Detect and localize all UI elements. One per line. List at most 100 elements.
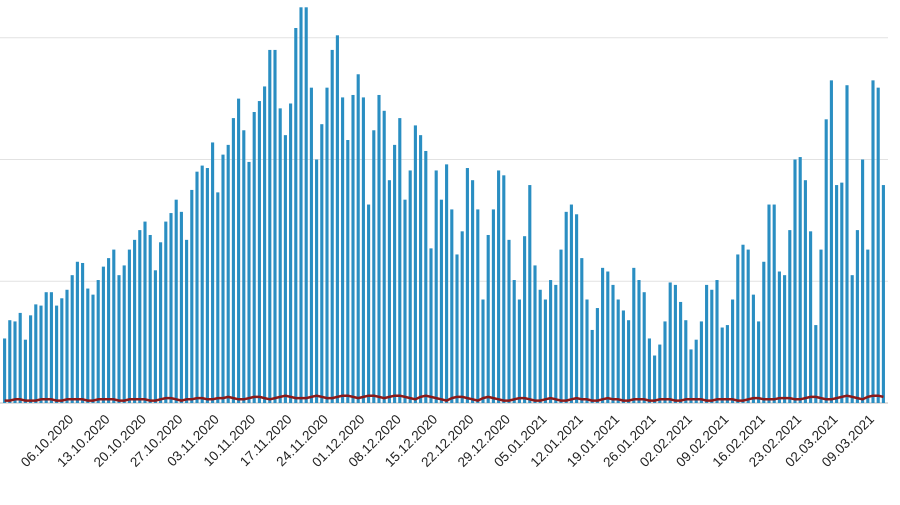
bar: [445, 164, 449, 403]
bar: [575, 214, 579, 403]
bar: [580, 258, 584, 403]
bar: [226, 144, 230, 403]
bar: [341, 97, 345, 404]
bar: [211, 142, 215, 404]
bar: [101, 266, 105, 403]
bar: [273, 49, 277, 404]
bar: [751, 294, 755, 403]
bar: [855, 230, 859, 403]
bar: [408, 170, 412, 403]
bar: [91, 294, 95, 403]
bar: [413, 125, 417, 403]
bar: [725, 325, 729, 403]
bar: [793, 159, 797, 403]
bar: [616, 299, 620, 403]
bar: [642, 292, 646, 403]
bar: [65, 289, 69, 403]
bar: [835, 185, 839, 403]
bar: [788, 230, 792, 403]
bar: [637, 280, 641, 403]
bar: [283, 135, 287, 403]
bar: [179, 211, 183, 403]
bar: [49, 292, 53, 403]
bar: [850, 275, 854, 403]
bar: [538, 289, 542, 403]
bar: [60, 298, 64, 403]
bar: [460, 231, 464, 403]
bar: [361, 97, 365, 404]
bar: [595, 308, 599, 403]
bar: [621, 310, 625, 403]
bar: [564, 211, 568, 403]
bar: [699, 321, 703, 403]
bar: [159, 242, 163, 403]
bar: [216, 192, 220, 403]
bar: [845, 85, 849, 403]
bar: [190, 189, 194, 403]
bar: [200, 165, 204, 403]
bar: [320, 124, 324, 403]
bar: [647, 338, 651, 403]
bar: [346, 140, 350, 403]
bar: [133, 239, 137, 403]
bar: [174, 199, 178, 403]
bar: [351, 94, 355, 403]
bar: [450, 209, 454, 403]
bar: [731, 299, 735, 403]
bar: [491, 209, 495, 403]
bar: [257, 101, 261, 403]
bar: [819, 249, 823, 403]
bar: [419, 135, 423, 403]
bar: [824, 119, 828, 403]
bar: [601, 267, 605, 403]
bar: [23, 339, 27, 403]
bar: [720, 327, 724, 403]
bar: [3, 338, 7, 403]
bar: [829, 80, 833, 403]
bar: [746, 249, 750, 403]
bar: [632, 267, 636, 403]
bar: [81, 262, 85, 403]
bar: [330, 49, 334, 404]
bar: [876, 87, 880, 404]
bar: [289, 103, 293, 403]
bar: [569, 204, 573, 403]
bar: [471, 180, 475, 403]
bar: [757, 321, 761, 403]
bar: [237, 98, 241, 404]
bar: [263, 86, 267, 404]
bar: [34, 304, 38, 403]
bar: [554, 284, 558, 403]
bar: [653, 355, 657, 403]
bar: [325, 87, 329, 404]
bar: [465, 168, 469, 403]
bar: [75, 261, 79, 403]
bar: [679, 301, 683, 403]
bar: [387, 180, 391, 403]
bar: [559, 249, 563, 403]
bar: [164, 221, 168, 403]
bar: [585, 299, 589, 403]
bar: [252, 112, 256, 403]
bar: [86, 288, 90, 403]
bar: [590, 329, 594, 403]
bar: [169, 213, 173, 403]
bar: [221, 154, 225, 403]
bar: [533, 265, 537, 403]
bar: [455, 254, 459, 403]
bar: [315, 159, 319, 403]
bar: [429, 248, 433, 403]
bar: [185, 239, 189, 403]
bar: [543, 299, 547, 403]
bar: [398, 118, 402, 403]
bar: [741, 244, 745, 403]
bar: [684, 320, 688, 403]
bar: [55, 305, 59, 403]
bar: [611, 284, 615, 403]
bar: [840, 182, 844, 403]
bar: [434, 170, 438, 403]
bar: [304, 7, 308, 403]
bar: [153, 270, 157, 403]
bar: [803, 180, 807, 403]
